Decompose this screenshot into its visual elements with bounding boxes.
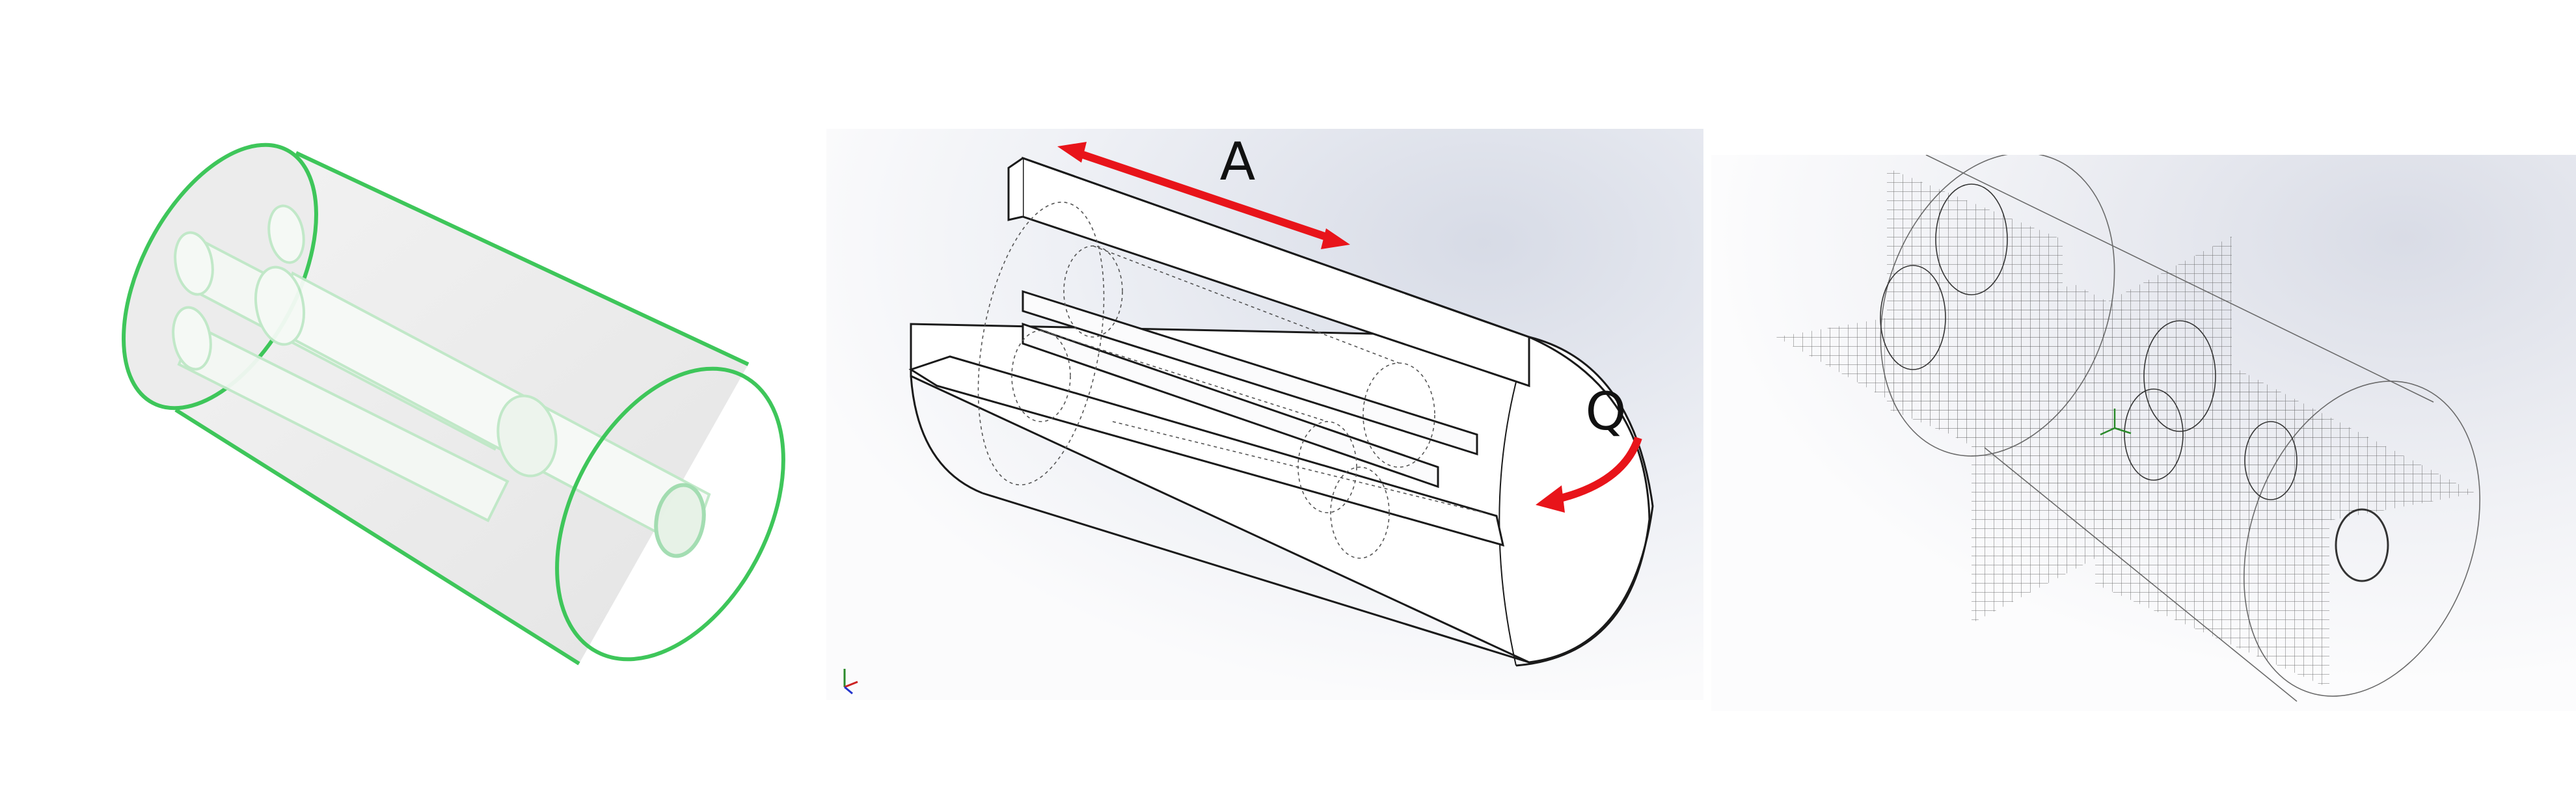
- channel-slot-1: [1022, 290, 1478, 456]
- tube-ring-2: [1880, 265, 1946, 370]
- bottom-edge: [982, 492, 1530, 664]
- wireframe-tubes: [1880, 183, 2389, 582]
- hidden-back-circle: [977, 201, 1105, 486]
- arrow-a-head-right: [1321, 228, 1350, 249]
- section-view-drawing: A Q: [826, 129, 1703, 700]
- hidden-edge-3: [1112, 421, 1484, 513]
- tube-end-2: [267, 204, 305, 264]
- hidden-lines: [977, 201, 1484, 559]
- upper-block-top-edge: [1022, 157, 1530, 338]
- axis-triad: [843, 669, 858, 695]
- tube-end-3: [172, 306, 212, 371]
- end-face-arc: [1515, 336, 1651, 667]
- bottom-curve: [910, 375, 983, 494]
- hidden-edge-1: [1092, 245, 1400, 364]
- cylinder-top-edge: [295, 151, 750, 366]
- tube-end-1: [174, 231, 214, 296]
- arrow-q-head: [1536, 485, 1565, 513]
- transparent-cylinder-drawing: [122, 142, 785, 666]
- panel-grid-planes: [1711, 155, 2576, 711]
- tube-outlet: [654, 483, 706, 558]
- sectioned-body: [908, 156, 1654, 667]
- tube-ring-1: [1935, 183, 2008, 295]
- arrow-q-label: Q: [1586, 381, 1627, 442]
- internal-tubes: [172, 204, 711, 558]
- arrow-a-head-left: [1057, 142, 1087, 163]
- tube-ring-4: [2124, 388, 2184, 481]
- panel-section-view: A Q: [826, 129, 1703, 700]
- channel-slot-2: [1022, 322, 1439, 489]
- panel-transparent-cylinder: [0, 0, 826, 810]
- origin-triad: [2100, 409, 2132, 436]
- tube-end-4: [254, 265, 305, 346]
- grid-planes-drawing: [1711, 155, 2576, 711]
- cylinder-bottom-edge: [174, 408, 580, 666]
- arrow-q-shaft: [1554, 437, 1642, 504]
- tube-ring-5: [2244, 421, 2298, 500]
- hidden-edge-2: [1040, 330, 1328, 422]
- tube-junction: [496, 394, 558, 478]
- grid-plane-vertical-front: [2095, 317, 2329, 688]
- hidden-tube-5: [1330, 466, 1390, 559]
- tube-outlet-ring: [2335, 508, 2389, 582]
- tube-ring-3: [2143, 320, 2216, 432]
- upper-block-side: [1007, 157, 1024, 221]
- arrow-a: A: [1057, 131, 1350, 249]
- arrow-a-label: A: [1220, 131, 1256, 192]
- arrow-q: Q: [1536, 381, 1642, 513]
- lower-block-top: [908, 355, 1505, 547]
- cylinder-front-face: [555, 366, 785, 662]
- arrow-a-shaft: [1072, 148, 1335, 243]
